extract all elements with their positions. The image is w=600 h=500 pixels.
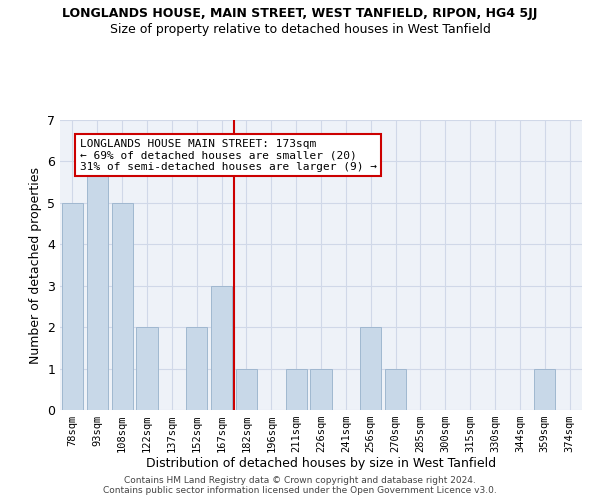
Bar — [286, 368, 307, 410]
Bar — [136, 327, 158, 410]
Bar — [310, 368, 332, 410]
Y-axis label: Number of detached properties: Number of detached properties — [29, 166, 41, 364]
Text: Distribution of detached houses by size in West Tanfield: Distribution of detached houses by size … — [146, 458, 496, 470]
Bar — [62, 203, 83, 410]
Bar — [360, 327, 381, 410]
Text: Size of property relative to detached houses in West Tanfield: Size of property relative to detached ho… — [110, 22, 490, 36]
Bar — [186, 327, 207, 410]
Bar — [112, 203, 133, 410]
Text: Contains HM Land Registry data © Crown copyright and database right 2024.
Contai: Contains HM Land Registry data © Crown c… — [103, 476, 497, 495]
Text: LONGLANDS HOUSE MAIN STREET: 173sqm
← 69% of detached houses are smaller (20)
31: LONGLANDS HOUSE MAIN STREET: 173sqm ← 69… — [80, 138, 377, 172]
Bar — [87, 162, 108, 410]
Bar — [385, 368, 406, 410]
Bar — [534, 368, 555, 410]
Bar — [211, 286, 232, 410]
Bar — [236, 368, 257, 410]
Text: LONGLANDS HOUSE, MAIN STREET, WEST TANFIELD, RIPON, HG4 5JJ: LONGLANDS HOUSE, MAIN STREET, WEST TANFI… — [62, 8, 538, 20]
